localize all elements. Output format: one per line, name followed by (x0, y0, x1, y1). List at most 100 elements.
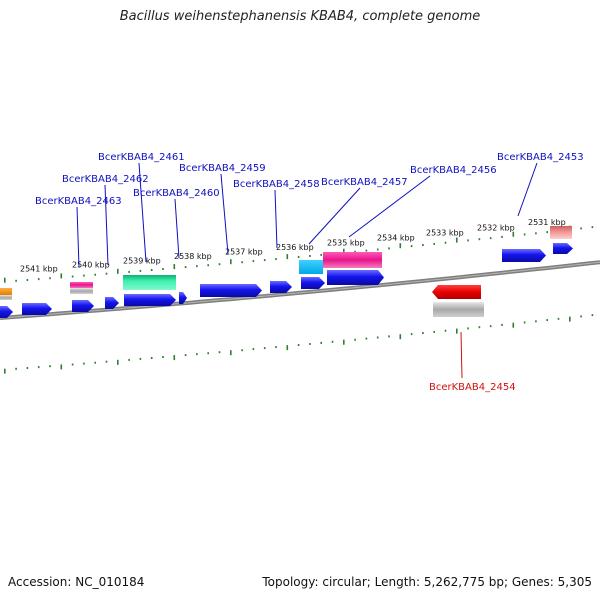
gray-rna-feature (0, 295, 12, 300)
lower-minor-tick (591, 314, 594, 317)
minor-tick (275, 258, 277, 261)
minor-tick (478, 238, 481, 241)
pink-feature (323, 252, 382, 268)
gene-label: BcerKBAB4_2453 (497, 152, 584, 163)
lower-minor-tick (422, 332, 424, 334)
lower-major-tick (117, 359, 119, 365)
lower-minor-tick (207, 352, 209, 355)
gene-label: BcerKBAB4_2462 (62, 174, 149, 185)
lower-minor-tick (433, 330, 435, 333)
minor-tick (162, 268, 164, 270)
minor-tick (94, 273, 96, 276)
lower-minor-tick (557, 317, 560, 320)
lower-minor-tick (128, 358, 130, 361)
lower-minor-tick (376, 336, 379, 339)
lower-minor-tick (83, 362, 85, 365)
scale-tick-label: 2537 kbp (225, 248, 263, 257)
lower-minor-tick (354, 338, 356, 341)
orange-feature (0, 288, 12, 295)
major-tick (117, 268, 119, 274)
minor-tick (150, 269, 153, 271)
gene-leader-line (517, 162, 538, 217)
minor-tick (297, 256, 300, 258)
lower-minor-tick (150, 357, 153, 359)
cds-arrow (22, 303, 52, 315)
gray-rna-feature (70, 288, 93, 294)
minor-tick (15, 279, 17, 282)
minor-tick (444, 241, 447, 244)
gene-leader-line (104, 184, 109, 266)
lower-minor-tick (331, 340, 334, 343)
minor-tick (71, 275, 74, 278)
gene-leader-line (76, 206, 80, 268)
minor-tick (489, 237, 492, 240)
cds-arrow (179, 292, 187, 304)
lower-minor-tick (26, 367, 29, 369)
minor-tick (37, 278, 40, 281)
lower-minor-tick (444, 329, 447, 332)
minor-tick (467, 239, 469, 242)
minor-tick (49, 277, 51, 280)
cds-arrow (105, 297, 119, 309)
cds-arrow (72, 300, 94, 312)
cds-arrow (502, 249, 546, 262)
red-gene-arrow (432, 285, 481, 299)
lower-major-tick (286, 345, 289, 351)
lower-minor-tick (535, 320, 537, 323)
lower-minor-tick (37, 366, 40, 369)
gene-label: BcerKBAB4_2459 (179, 163, 266, 174)
major-tick (456, 237, 458, 243)
gene-leader-line (274, 189, 278, 249)
lower-minor-tick (501, 323, 503, 326)
minor-tick (320, 253, 322, 256)
scale-tick-label: 2538 kbp (174, 252, 212, 261)
minor-tick (128, 270, 130, 273)
major-tick (343, 248, 345, 254)
minor-tick (252, 260, 255, 263)
major-tick (230, 259, 232, 265)
gene-leader-line (220, 173, 229, 255)
minor-tick (388, 247, 390, 250)
backbone-layer (0, 260, 600, 320)
lower-minor-tick (297, 344, 300, 346)
minor-tick (580, 227, 582, 230)
gene-label: BcerKBAB4_2457 (321, 177, 408, 188)
minor-tick (105, 272, 108, 275)
minor-tick (422, 244, 424, 246)
gene-label: BcerKBAB4_2460 (133, 188, 220, 199)
scale-tick-label: 2532 kbp (477, 223, 515, 232)
gene-leader-line (460, 331, 463, 379)
gene-leader-line (308, 187, 361, 245)
lower-minor-tick (218, 351, 221, 354)
minor-tick (83, 274, 85, 277)
minor-tick (376, 248, 379, 251)
gene-label: BcerKBAB4_2463 (35, 196, 122, 207)
minor-tick (365, 249, 368, 252)
minor-tick (263, 259, 266, 262)
lower-minor-tick (71, 363, 74, 366)
lower-minor-tick (388, 335, 390, 338)
lower-major-tick (230, 350, 232, 356)
lower-minor-tick (320, 341, 322, 344)
cyan-feature (299, 260, 323, 274)
cds-arrow (553, 243, 573, 254)
gene-leader-line (348, 175, 431, 238)
tick-layer (4, 225, 594, 374)
lower-minor-tick (49, 365, 51, 368)
lower-major-tick (456, 328, 458, 334)
lower-minor-tick (309, 343, 311, 345)
minor-tick (591, 226, 594, 229)
minor-tick (26, 279, 29, 281)
minor-tick (207, 264, 209, 267)
map-title: Bacillus weihenstephanensis KBAB4, compl… (119, 9, 481, 24)
minor-tick (196, 265, 198, 268)
cds-arrow (301, 277, 325, 289)
minor-tick (139, 269, 142, 272)
minor-tick (546, 231, 548, 234)
lower-major-tick (569, 316, 571, 322)
gene-leader-line (174, 198, 180, 259)
lower-minor-tick (94, 361, 96, 364)
gene-leader-line (138, 162, 147, 263)
backbone-highlight (0, 261, 600, 319)
